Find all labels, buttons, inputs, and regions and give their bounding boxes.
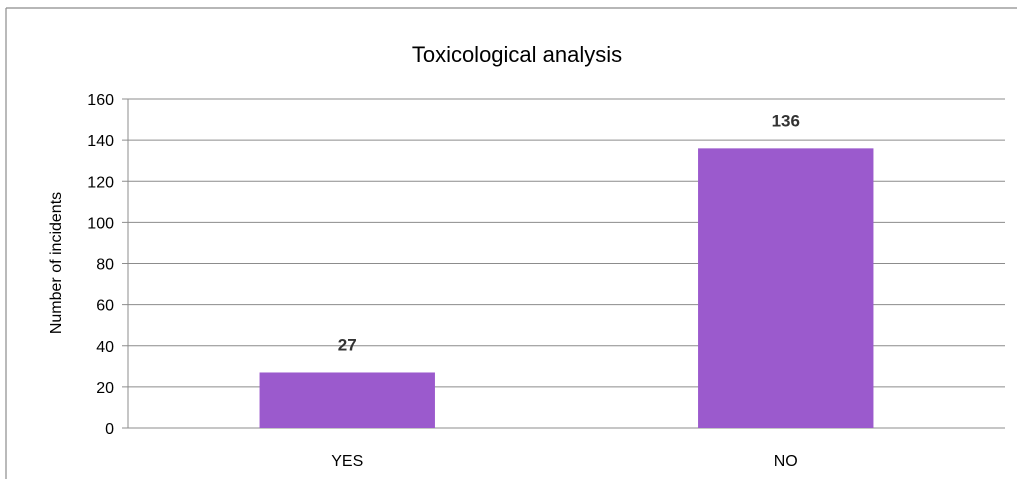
y-tick-labels: 0 20 40 60 80 100 120 140 160 bbox=[87, 92, 114, 438]
y-tick-label: 60 bbox=[96, 298, 114, 315]
y-tick-label: 100 bbox=[87, 215, 114, 232]
chart-title: Toxicological analysis bbox=[412, 42, 622, 67]
bar-no bbox=[698, 148, 874, 428]
y-tick-label: 40 bbox=[96, 339, 114, 356]
data-label: 27 bbox=[338, 335, 357, 354]
y-tick-label: 160 bbox=[87, 92, 114, 109]
y-tick-label: 140 bbox=[87, 133, 114, 150]
data-label: 136 bbox=[772, 111, 800, 130]
y-tick-label: 120 bbox=[87, 174, 114, 191]
y-tick-label: 80 bbox=[96, 257, 114, 274]
y-tick-label: 20 bbox=[96, 380, 114, 397]
y-axis-label: Number of incidents bbox=[48, 192, 65, 334]
x-tick-labels: YES NO bbox=[331, 453, 798, 470]
x-tick-label: NO bbox=[774, 453, 798, 470]
bar-yes bbox=[259, 372, 435, 428]
y-tick-label: 0 bbox=[105, 421, 114, 438]
data-labels: 27 136 bbox=[338, 111, 800, 354]
x-tick-label: YES bbox=[331, 453, 363, 470]
bars bbox=[259, 148, 874, 428]
